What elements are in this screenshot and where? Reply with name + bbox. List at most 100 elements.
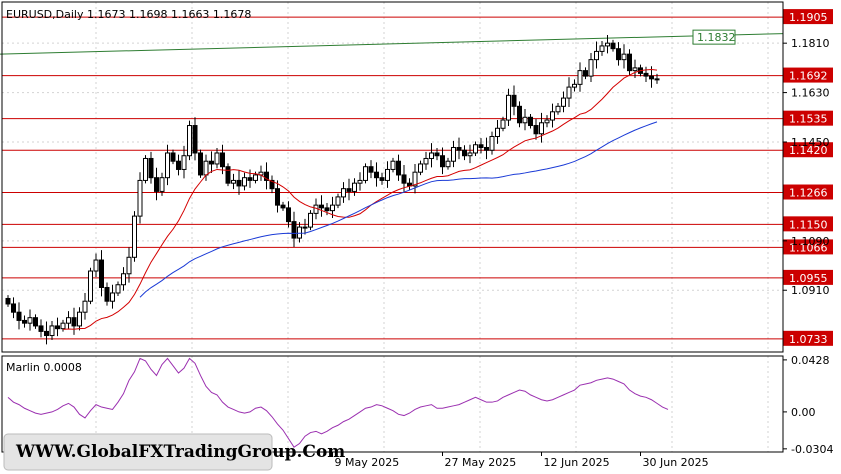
candle-body	[484, 146, 489, 151]
level-label: 1.1266	[789, 187, 828, 200]
candle-body	[5, 297, 11, 305]
price-tick-label: 1.1090	[791, 235, 830, 248]
candle-body	[242, 177, 247, 187]
indicator-label: Marlin 0.0008	[6, 361, 82, 374]
candle-body	[511, 94, 517, 107]
candle-body	[291, 221, 297, 239]
candle-body	[489, 136, 495, 151]
candle-body	[544, 119, 550, 124]
candle-body	[418, 163, 423, 173]
candle-body	[500, 119, 506, 129]
candle-body	[209, 160, 214, 165]
candle-body	[654, 78, 660, 81]
indicator-tick-label: 0.00	[791, 406, 816, 419]
candle-body	[71, 317, 77, 327]
candle-body	[610, 42, 616, 50]
level-label-badge	[783, 216, 833, 232]
candle-body	[104, 286, 110, 302]
candle-body	[346, 188, 352, 192]
candle-body	[374, 171, 379, 179]
level-label: 1.1535	[789, 113, 828, 126]
candle-body	[203, 160, 209, 176]
candle-body	[594, 50, 599, 61]
candle-body	[55, 325, 60, 330]
candle-body	[264, 171, 269, 181]
indicator-tick-label: 0.0428	[791, 354, 830, 367]
watermark-badge	[3, 433, 273, 471]
level-label-badge	[783, 330, 833, 346]
candle-body	[60, 322, 66, 330]
candle-body	[176, 160, 181, 170]
level-label: 1.0733	[789, 333, 828, 346]
level-label-badge	[783, 110, 833, 126]
level-label: 1.1420	[789, 144, 828, 157]
candle-body	[379, 177, 385, 181]
candle-body	[357, 179, 363, 184]
candle-body	[583, 70, 588, 77]
date-tick-label: 9 May 2025	[335, 456, 400, 469]
candle-body	[363, 166, 368, 181]
candle-body	[341, 188, 346, 198]
candle-body	[231, 179, 236, 184]
candle-body	[616, 48, 621, 61]
level-label: 1.1905	[789, 11, 828, 24]
candle-body	[368, 166, 374, 173]
candle-body	[429, 152, 434, 159]
level-label: 1.1692	[789, 70, 828, 83]
candle-body	[269, 179, 275, 190]
date-tick-label: 30 Jun 2025	[643, 456, 709, 469]
price-tick-label: 1.1810	[791, 37, 830, 50]
candle-body	[247, 177, 253, 181]
candle-body	[77, 311, 82, 327]
candle-body	[478, 144, 484, 148]
candle-body	[385, 168, 390, 181]
candle-body	[555, 105, 561, 113]
candle-body	[280, 204, 286, 209]
candle-body	[22, 319, 27, 324]
candle-body	[88, 270, 93, 302]
candle-body	[649, 75, 654, 80]
candle-body	[170, 152, 176, 162]
candle-body	[621, 53, 627, 61]
level-label: 1.1150	[789, 218, 828, 231]
level-label-badge	[783, 184, 833, 200]
price-tick-label: 1.1630	[791, 87, 830, 100]
candle-body	[187, 125, 192, 157]
level-label-badge	[783, 269, 833, 285]
candle-body	[154, 177, 159, 192]
date-axis: 9 May 2025 27 May 2025 12 Jun 2025 30 Jun 2…	[332, 452, 709, 469]
candle-body	[126, 256, 132, 275]
candle-body	[27, 317, 33, 324]
watermark-logo: WWW.GlobalFXTradingGroup.Com	[3, 433, 345, 471]
candle-body	[627, 53, 632, 72]
candle-body	[236, 179, 242, 187]
candle-body	[423, 157, 429, 165]
candle-body	[506, 94, 511, 121]
horizontal-levels: 1.1905 1.1692 1.1535 1.1420 1.1266 1.1150 1.10…	[2, 9, 833, 346]
candle-body	[473, 144, 478, 154]
candle-body	[643, 72, 649, 77]
candle-body	[286, 207, 291, 223]
candle-body	[561, 97, 566, 107]
candle-body	[159, 177, 165, 192]
candle-body	[253, 174, 258, 181]
candle-body	[599, 45, 605, 52]
price-tick-label: 1.1450	[791, 136, 830, 149]
candle-body	[528, 116, 533, 127]
ma-fast-line	[62, 68, 658, 330]
candle-body	[456, 146, 462, 151]
candle-body	[533, 125, 539, 135]
candle-body	[605, 42, 610, 47]
candle-body	[517, 105, 522, 124]
candle-body	[308, 212, 313, 228]
indicator-line	[7, 357, 669, 448]
candle-body	[275, 188, 280, 206]
candle-body	[412, 171, 418, 187]
indicator-panel-frame	[1, 355, 784, 453]
candle-body	[82, 300, 88, 313]
candle-body	[539, 122, 544, 135]
candle-body	[330, 204, 335, 212]
candle-body	[214, 152, 220, 165]
candle-body	[143, 157, 148, 181]
candlesticks	[5, 34, 660, 345]
